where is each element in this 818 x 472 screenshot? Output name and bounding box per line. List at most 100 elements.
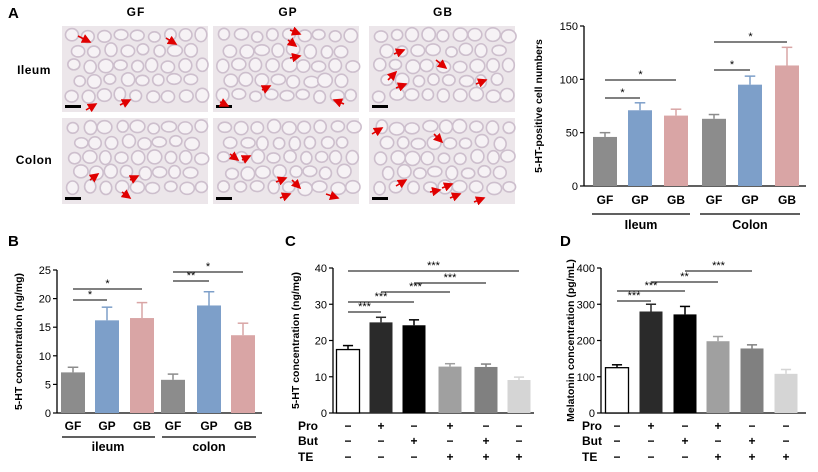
panel-label-a: A <box>8 5 19 22</box>
red-arrow <box>228 151 240 161</box>
crypt <box>223 73 239 88</box>
crypt <box>389 87 406 101</box>
crypt <box>406 180 420 195</box>
red-arrow <box>290 178 302 190</box>
crypt <box>437 152 451 165</box>
crypt <box>266 118 282 134</box>
crypt <box>328 149 343 165</box>
condition-label-pro: Pro <box>298 419 318 433</box>
crypt <box>234 150 249 164</box>
group-label: colon <box>192 440 225 454</box>
crypt <box>419 58 434 73</box>
condition-sign: − <box>344 434 351 448</box>
crypt <box>195 57 209 73</box>
crypt <box>255 135 269 151</box>
x-tick-label: GP <box>631 193 648 207</box>
bar <box>664 115 688 186</box>
crypt <box>164 150 178 165</box>
x-tick-label: GB <box>778 193 796 207</box>
crypt <box>271 42 285 58</box>
condition-sign: − <box>613 419 620 433</box>
crypt <box>390 149 406 166</box>
micro-col-header-gp: GP <box>278 5 297 19</box>
crypt <box>167 164 182 180</box>
crypt <box>420 150 435 166</box>
crypt <box>486 149 500 165</box>
panel-label-d: D <box>560 233 571 250</box>
condition-sign: + <box>748 450 755 464</box>
bar <box>335 348 361 414</box>
y-tick-label: 300 <box>577 299 595 311</box>
red-arrow <box>395 179 408 189</box>
condition-sign: + <box>377 419 384 433</box>
condition-sign: + <box>410 434 417 448</box>
crypt <box>426 165 443 178</box>
y-tick-label: 150 <box>560 21 578 33</box>
crypt <box>295 88 311 101</box>
bar <box>197 305 221 413</box>
y-tick-label: 15 <box>39 322 51 334</box>
bar <box>61 372 85 413</box>
crypt <box>311 28 326 41</box>
y-tick-label: 0 <box>45 408 51 420</box>
crypt <box>373 180 386 196</box>
crypt <box>344 179 361 195</box>
crypt <box>451 118 468 134</box>
condition-sign: − <box>613 450 620 464</box>
crypt <box>83 59 98 75</box>
crypt <box>130 59 145 73</box>
scale-bar <box>216 105 232 108</box>
red-arrow <box>332 98 345 108</box>
crypt <box>345 59 361 73</box>
condition-sign: − <box>344 450 351 464</box>
crypt <box>86 73 102 90</box>
significance-label: * <box>638 69 643 81</box>
micrograph-colon-gf <box>62 118 210 204</box>
crypt <box>297 181 313 197</box>
crypt <box>300 150 313 165</box>
crypt <box>120 44 136 58</box>
micrograph-ileum-gf <box>62 26 210 113</box>
crypt <box>373 30 389 43</box>
crypt <box>499 87 515 103</box>
crypt <box>194 26 208 43</box>
red-arrow <box>286 37 298 47</box>
red-arrow <box>260 85 272 94</box>
y-tick-label: 200 <box>577 336 595 348</box>
micrograph-colon-gb <box>369 118 517 206</box>
crypt <box>320 44 334 59</box>
micro-row-label-ileum: Ileum <box>17 63 51 77</box>
red-arrow <box>119 99 132 108</box>
crypt <box>313 89 327 104</box>
crypt <box>233 120 249 136</box>
micro-col-header-gb: GB <box>433 5 453 19</box>
bar <box>702 118 726 186</box>
crypt <box>316 72 334 89</box>
crypt <box>486 181 503 196</box>
crypt <box>215 87 230 103</box>
crypt <box>373 151 388 166</box>
crypt <box>194 119 209 134</box>
crypt <box>168 134 183 148</box>
crypt <box>412 167 427 180</box>
y-tick-label: 20 <box>315 336 327 348</box>
condition-sign: − <box>410 419 417 433</box>
crypt <box>86 45 101 59</box>
bar <box>507 380 531 413</box>
x-tick-label: GF <box>165 419 182 433</box>
micrograph-ileum-gb <box>369 26 517 112</box>
crypt <box>81 89 96 105</box>
crypt <box>372 57 387 72</box>
condition-label-te: TE <box>298 450 313 464</box>
crypt <box>104 42 118 58</box>
crypt <box>436 29 450 43</box>
crypt <box>486 57 501 73</box>
crypt <box>114 179 130 194</box>
crypt <box>70 44 86 58</box>
crypt <box>96 119 113 135</box>
y-tick-label: 40 <box>315 263 327 275</box>
crypt <box>254 165 272 180</box>
crypt <box>436 88 451 103</box>
red-arrow <box>120 189 132 199</box>
